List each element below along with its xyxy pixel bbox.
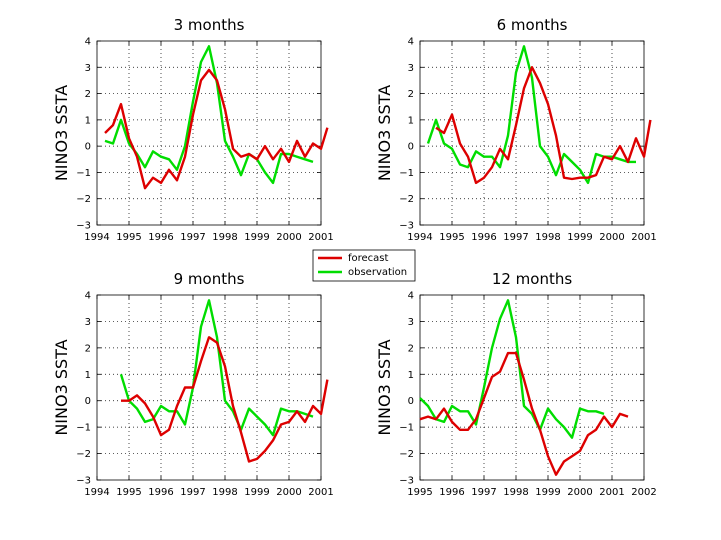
panel-12m: 1995 1996 1997 1998 1999 2000 2001 2002 −3 −2 −1 0 1… — [375, 270, 657, 498]
y-tick-label: 1 — [85, 115, 91, 126]
series-line-forecast — [121, 336, 329, 463]
y-tick-label: 1 — [85, 370, 91, 381]
x-tick-label: 1999 — [535, 487, 560, 498]
y-tick-label: −2 — [76, 449, 91, 460]
y-tick-label: 4 — [408, 37, 414, 48]
y-axis-label: NINO3 SSTA — [52, 339, 71, 435]
x-tick-label: 1997 — [503, 232, 528, 243]
x-tick-label: 1995 — [407, 487, 432, 498]
y-tick-label: 2 — [408, 343, 414, 354]
y-axis-label: NINO3 SSTA — [375, 85, 394, 181]
x-tick-label: 1999 — [567, 232, 592, 243]
y-tick-label: −2 — [399, 449, 414, 460]
y-tick-label: 0 — [85, 142, 91, 153]
axes-frame — [419, 40, 645, 226]
x-tick-label: 1999 — [244, 232, 269, 243]
series-line-forecast — [419, 351, 629, 476]
x-tick-label: 2001 — [631, 232, 656, 243]
x-tick-label: 1998 — [212, 232, 237, 243]
y-tick-label: 0 — [408, 396, 414, 407]
panel-9m: 1994 1995 1996 1997 1998 1999 2000 2001 −3 −2 −1 0 1… — [52, 270, 334, 498]
series-line-forecast — [435, 66, 652, 185]
series-line-observation — [104, 45, 314, 185]
legend-forecast-label: forecast — [348, 253, 389, 264]
x-tick-label: 1994 — [84, 487, 109, 498]
x-tick-label: 1996 — [148, 487, 173, 498]
y-tick-label: 2 — [408, 89, 414, 100]
panel-6m: 1994 1995 1996 1997 1998 1999 2000 2001 −3 −2 −1 0 1… — [375, 16, 657, 243]
x-tick-label: 1996 — [471, 232, 496, 243]
y-tick-label: −2 — [399, 194, 414, 205]
y-tick-label: −1 — [399, 423, 414, 434]
y-tick-label: −1 — [399, 168, 414, 179]
x-tick-label: 2000 — [599, 232, 624, 243]
axes-frame — [96, 294, 322, 481]
x-tick-label: 2001 — [599, 487, 624, 498]
y-tick-label: 4 — [408, 291, 414, 302]
y-tick-label: 4 — [85, 37, 91, 48]
x-tick-label: 1995 — [116, 232, 141, 243]
y-tick-label: 1 — [408, 115, 414, 126]
y-axis-label: NINO3 SSTA — [52, 85, 71, 181]
y-tick-label: 4 — [85, 291, 91, 302]
y-axis-label: NINO3 SSTA — [375, 339, 394, 435]
y-tick-label: 0 — [408, 142, 414, 153]
y-tick-label: 1 — [408, 370, 414, 381]
y-tick-label: −3 — [399, 221, 414, 232]
y-tick-label: −3 — [76, 221, 91, 232]
x-tick-label: 1994 — [407, 232, 432, 243]
x-tick-label: 1999 — [244, 487, 269, 498]
x-tick-label: 2002 — [631, 487, 656, 498]
panel-title: 12 months — [492, 270, 573, 288]
panel-3m: 1994 1995 1996 1997 1998 1999 2000 2001 −3 −2 −1 0 1… — [52, 16, 334, 243]
y-tick-label: −3 — [399, 476, 414, 487]
y-tick-label: −2 — [76, 194, 91, 205]
x-tick-label: 2000 — [276, 487, 301, 498]
y-tick-label: −1 — [76, 423, 91, 434]
y-tick-label: 2 — [85, 343, 91, 354]
legend-observation-label: observation — [348, 267, 407, 278]
series-line-observation — [419, 299, 605, 439]
panel-title: 6 months — [497, 16, 568, 34]
y-tick-label: 0 — [85, 396, 91, 407]
legend: forecast observation — [312, 249, 416, 282]
x-tick-label: 1996 — [148, 232, 173, 243]
panel-title: 3 months — [174, 16, 245, 34]
x-tick-label: 2000 — [567, 487, 592, 498]
y-tick-label: −1 — [76, 168, 91, 179]
x-tick-label: 1997 — [180, 487, 205, 498]
x-tick-label: 1995 — [116, 487, 141, 498]
x-tick-label: 2001 — [308, 232, 333, 243]
x-tick-label: 1998 — [212, 487, 237, 498]
y-tick-label: 3 — [408, 317, 414, 328]
y-tick-label: 3 — [408, 63, 414, 74]
axes-frame — [96, 40, 322, 226]
x-tick-label: 1998 — [503, 487, 528, 498]
y-tick-label: 2 — [85, 89, 91, 100]
axes-frame — [419, 294, 645, 481]
y-tick-label: 3 — [85, 63, 91, 74]
panel-title: 9 months — [174, 270, 245, 288]
x-tick-label: 1995 — [439, 232, 464, 243]
x-tick-label: 1997 — [180, 232, 205, 243]
x-tick-label: 1994 — [84, 232, 109, 243]
series-line-forecast — [104, 68, 329, 190]
x-tick-label: 1996 — [439, 487, 464, 498]
y-tick-label: 3 — [85, 317, 91, 328]
x-tick-label: 2000 — [276, 232, 301, 243]
x-tick-label: 1998 — [535, 232, 560, 243]
x-tick-label: 1997 — [471, 487, 496, 498]
series-line-observation — [426, 45, 636, 185]
x-tick-label: 2001 — [308, 487, 333, 498]
y-tick-label: −3 — [76, 476, 91, 487]
panels: 1994 1995 1996 1997 1998 1999 2000 2001−3−2−101… — [52, 16, 657, 498]
legend-box — [312, 249, 416, 282]
